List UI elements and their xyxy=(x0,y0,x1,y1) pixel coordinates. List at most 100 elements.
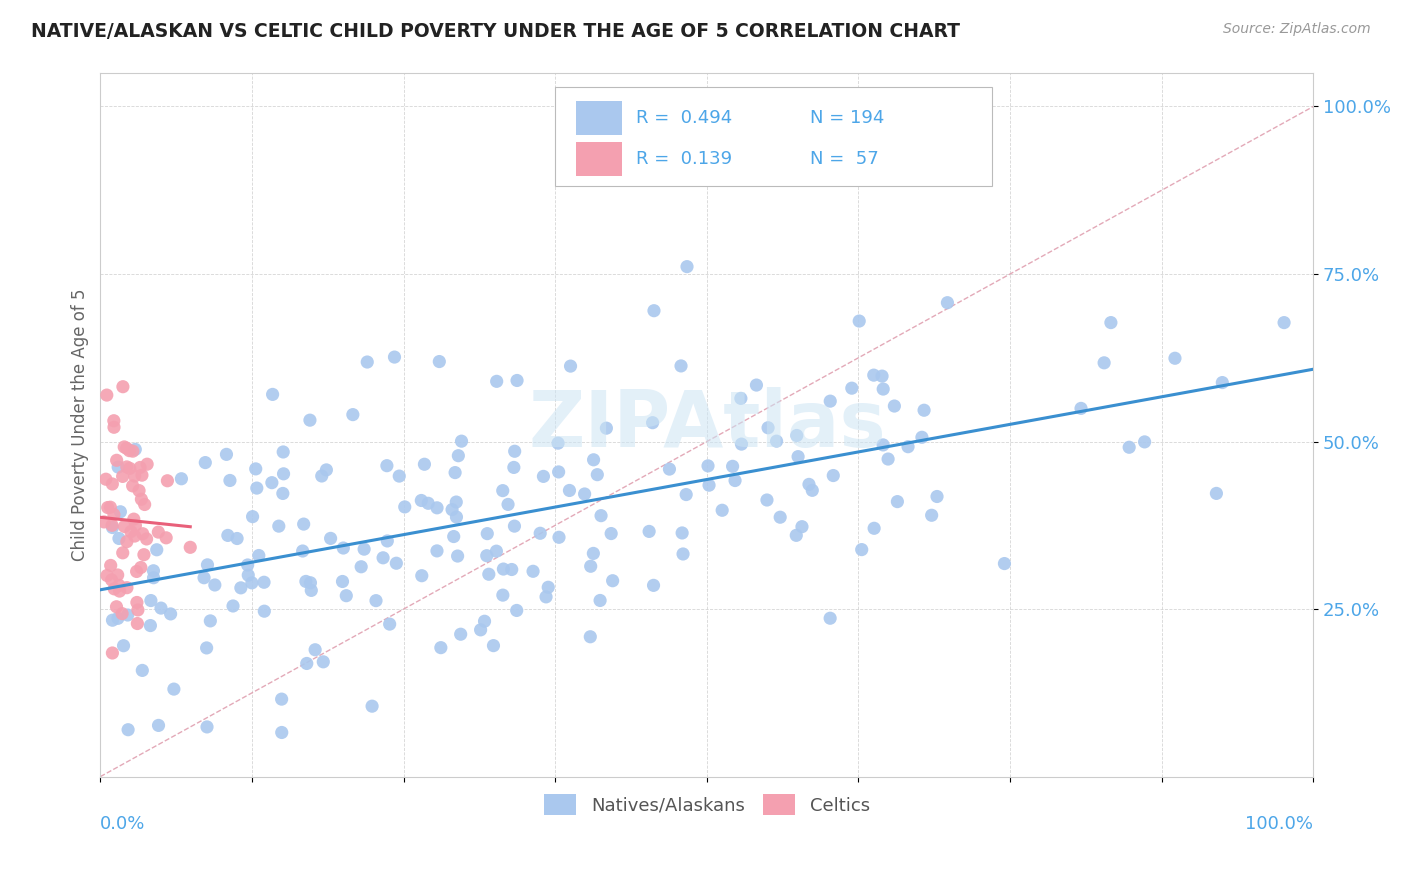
Point xyxy=(124,442,146,457)
Point xyxy=(271,486,294,500)
Point xyxy=(253,575,276,590)
Point xyxy=(135,532,157,546)
Point xyxy=(503,519,526,533)
Point xyxy=(501,562,523,576)
Point xyxy=(883,399,905,413)
Point xyxy=(361,699,384,714)
Point xyxy=(443,529,465,543)
Point xyxy=(193,571,215,585)
Point xyxy=(108,584,131,599)
Point xyxy=(430,640,453,655)
Point xyxy=(492,483,515,498)
Point xyxy=(765,434,787,449)
Point xyxy=(148,525,170,540)
Point xyxy=(260,475,283,490)
Point xyxy=(502,460,524,475)
Point xyxy=(267,519,290,533)
Point xyxy=(115,581,138,595)
Point xyxy=(1070,401,1092,416)
Point xyxy=(311,469,333,483)
Point xyxy=(103,414,125,428)
Text: NATIVE/ALASKAN VS CELTIC CHILD POVERTY UNDER THE AGE OF 5 CORRELATION CHART: NATIVE/ALASKAN VS CELTIC CHILD POVERTY U… xyxy=(31,22,960,41)
Point xyxy=(658,462,681,476)
Point xyxy=(111,469,134,483)
Point xyxy=(547,436,569,450)
Point xyxy=(447,449,470,463)
Point xyxy=(134,498,156,512)
Point xyxy=(122,512,145,526)
Point xyxy=(204,578,226,592)
Point xyxy=(112,639,135,653)
Point xyxy=(755,493,778,508)
Point xyxy=(496,498,519,512)
Point xyxy=(111,607,134,621)
Point xyxy=(492,562,515,576)
Point xyxy=(332,574,354,589)
Point xyxy=(94,472,117,486)
FancyBboxPatch shape xyxy=(555,87,991,186)
Point xyxy=(246,481,269,495)
Point xyxy=(921,508,943,523)
Point xyxy=(522,564,544,578)
Point xyxy=(533,469,555,483)
Point xyxy=(582,546,605,560)
Point xyxy=(848,314,870,328)
Point xyxy=(124,529,146,543)
Point xyxy=(111,546,134,560)
Point xyxy=(411,493,433,508)
Point xyxy=(721,459,744,474)
Point xyxy=(129,560,152,574)
Point xyxy=(148,718,170,732)
Point xyxy=(132,526,155,541)
Point xyxy=(124,518,146,533)
Point xyxy=(299,575,322,590)
Point xyxy=(418,496,440,510)
Point xyxy=(194,456,217,470)
Point xyxy=(477,526,499,541)
Point xyxy=(474,614,496,628)
Point xyxy=(427,354,450,368)
Point xyxy=(877,452,900,467)
Point xyxy=(132,548,155,562)
Point xyxy=(238,568,260,582)
Point xyxy=(450,627,472,641)
Point xyxy=(142,571,165,585)
Point xyxy=(108,578,131,592)
Point xyxy=(818,394,841,409)
Point xyxy=(444,466,467,480)
Point xyxy=(669,359,692,373)
Point xyxy=(863,521,886,535)
Point xyxy=(156,474,179,488)
Point xyxy=(375,458,398,473)
Point xyxy=(801,483,824,498)
Point xyxy=(298,413,321,427)
Point xyxy=(1211,376,1233,390)
Point xyxy=(589,593,612,607)
Text: ZIPAtlas: ZIPAtlas xyxy=(529,387,886,463)
Point xyxy=(131,492,153,507)
FancyBboxPatch shape xyxy=(576,101,621,135)
Point xyxy=(936,295,959,310)
Point xyxy=(128,483,150,498)
Point xyxy=(537,580,560,594)
Point xyxy=(139,618,162,632)
Point xyxy=(101,613,124,627)
Point xyxy=(548,530,571,544)
Point xyxy=(482,639,505,653)
Point xyxy=(841,381,863,395)
Point xyxy=(356,355,378,369)
Point xyxy=(240,575,263,590)
Point xyxy=(150,601,173,615)
Point xyxy=(534,590,557,604)
Point xyxy=(163,682,186,697)
Point xyxy=(107,611,129,625)
Text: R =  0.139: R = 0.139 xyxy=(637,150,733,169)
Text: N =  57: N = 57 xyxy=(810,150,879,169)
Point xyxy=(103,420,125,434)
Point xyxy=(270,692,292,706)
Point xyxy=(371,550,394,565)
Point xyxy=(745,378,768,392)
Point xyxy=(586,467,609,482)
Point xyxy=(506,374,529,388)
Point xyxy=(579,559,602,574)
